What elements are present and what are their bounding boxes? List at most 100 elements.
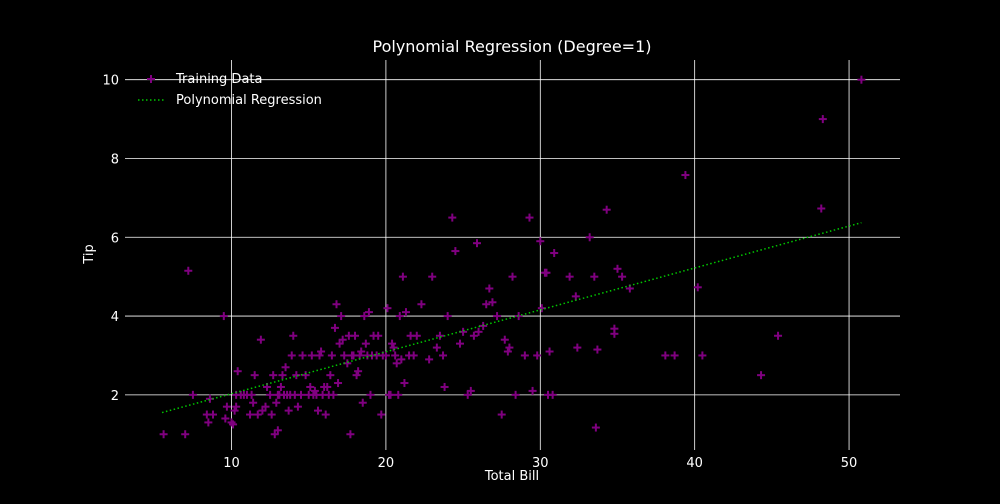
- data-point: [266, 390, 275, 399]
- x-tick-label: 40: [686, 456, 703, 471]
- data-point: [670, 351, 679, 360]
- data-point: [388, 339, 397, 348]
- data-point: [398, 272, 407, 281]
- data-point: [474, 327, 483, 336]
- data-point: [817, 204, 826, 213]
- y-tick-label: 4: [111, 310, 119, 325]
- data-point: [317, 347, 326, 356]
- data-point: [221, 414, 230, 423]
- data-point: [293, 402, 302, 411]
- data-point: [525, 213, 534, 222]
- data-point: [184, 266, 193, 275]
- data-point: [358, 398, 367, 407]
- x-tick-label: 20: [378, 456, 395, 471]
- data-point: [417, 300, 426, 309]
- data-point: [313, 406, 322, 415]
- data-point: [361, 339, 370, 348]
- data-point: [360, 312, 369, 321]
- data-point: [287, 351, 296, 360]
- data-point: [337, 312, 346, 321]
- data-point: [409, 351, 418, 360]
- data-point: [332, 300, 341, 309]
- chart-title: Polynomial Regression (Degree=1): [373, 37, 652, 56]
- data-point: [573, 343, 582, 352]
- legend-label-polynomial-regression: Polynomial Regression: [176, 93, 322, 108]
- y-axis-label: Tip: [82, 244, 97, 264]
- data-point: [246, 410, 255, 419]
- data-point: [391, 351, 400, 360]
- data-point: [222, 402, 231, 411]
- data-point: [488, 298, 497, 307]
- data-point: [389, 343, 398, 352]
- x-tick-label: 30: [532, 456, 549, 471]
- data-point: [261, 402, 270, 411]
- data-point: [357, 347, 366, 356]
- data-point: [351, 331, 360, 340]
- data-point: [272, 398, 281, 407]
- data-point: [610, 324, 619, 333]
- data-point: [661, 351, 670, 360]
- data-point: [435, 331, 444, 340]
- data-point: [439, 351, 448, 360]
- data-point: [593, 345, 602, 354]
- data-point: [181, 430, 190, 439]
- data-point: [500, 335, 509, 344]
- plus-icon: [147, 75, 155, 83]
- data-point: [276, 382, 285, 391]
- data-point: [292, 371, 301, 380]
- data-point: [208, 410, 217, 419]
- data-point: [306, 382, 315, 391]
- data-point: [482, 300, 491, 309]
- axis-ticks: 10 20 30 40 50 2 4 6 8 10: [102, 74, 857, 471]
- data-point: [296, 390, 305, 399]
- legend: Training Data Polynomial Regression: [138, 72, 322, 108]
- data-point: [456, 339, 465, 348]
- data-point: [591, 423, 600, 432]
- y-tick-label: 8: [111, 152, 119, 167]
- legend-item-polynomial-regression: Polynomial Regression: [138, 93, 322, 108]
- data-point: [548, 390, 557, 399]
- y-tick-label: 2: [111, 389, 119, 404]
- data-point: [618, 272, 627, 281]
- data-point: [395, 312, 404, 321]
- data-point: [273, 426, 282, 435]
- regression-line: [161, 221, 862, 414]
- legend-item-training-data: Training Data: [147, 72, 262, 87]
- data-point: [284, 406, 293, 415]
- data-point: [571, 292, 580, 301]
- data-point: [329, 390, 338, 399]
- data-point: [818, 115, 827, 124]
- data-point: [497, 410, 506, 419]
- data-point: [381, 351, 390, 360]
- data-point: [249, 398, 258, 407]
- data-point: [338, 335, 347, 344]
- data-point: [355, 351, 364, 360]
- data-point: [330, 323, 339, 332]
- data-point: [219, 312, 228, 321]
- data-point: [256, 335, 265, 344]
- data-point: [428, 272, 437, 281]
- data-point: [269, 371, 278, 380]
- data-point: [401, 308, 410, 317]
- data-point: [466, 386, 475, 395]
- data-point: [448, 213, 457, 222]
- data-point: [247, 390, 256, 399]
- data-point: [425, 355, 434, 364]
- legend-label-training-data: Training Data: [175, 72, 262, 87]
- data-point: [520, 351, 529, 360]
- data-point: [485, 284, 494, 293]
- y-tick-label: 10: [102, 74, 119, 89]
- data-point: [774, 331, 783, 340]
- data-point: [340, 351, 349, 360]
- data-point: [511, 390, 520, 399]
- x-axis-label: Total Bill: [484, 469, 539, 484]
- data-point: [253, 410, 262, 419]
- data-point: [159, 430, 168, 439]
- plot-area: [159, 75, 866, 439]
- data-point: [412, 331, 421, 340]
- data-point: [451, 247, 460, 256]
- data-point: [528, 386, 537, 395]
- data-point: [232, 402, 241, 411]
